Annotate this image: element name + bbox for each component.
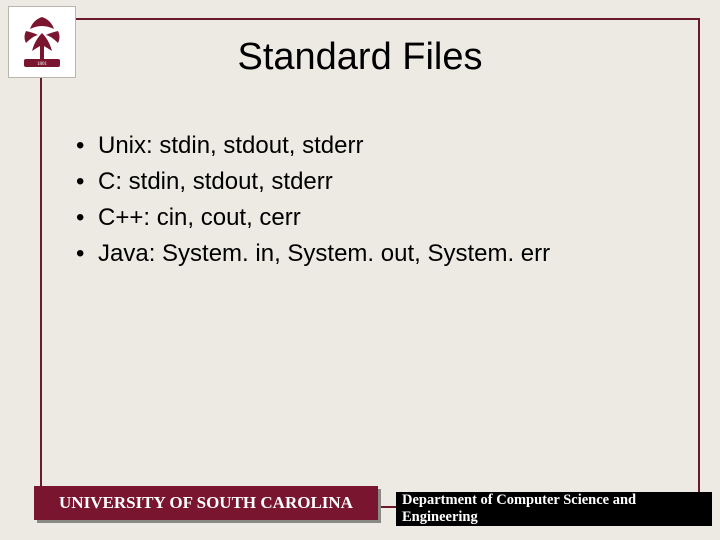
slide-content: Unix: stdin, stdout, stderr C: stdin, st… [70,128,680,272]
list-item: Java: System. in, System. out, System. e… [70,236,680,272]
slide: 1801 Standard Files Unix: stdin, stdout,… [0,0,720,540]
list-item: C++: cin, cout, cerr [70,200,680,236]
footer-university: UNIVERSITY OF SOUTH CAROLINA [34,486,378,520]
list-item: Unix: stdin, stdout, stderr [70,128,680,164]
slide-title: Standard Files [0,36,720,79]
footer-department: Department of Computer Science and Engin… [396,492,712,526]
list-item: C: stdin, stdout, stderr [70,164,680,200]
bullet-list: Unix: stdin, stdout, stderr C: stdin, st… [70,128,680,272]
